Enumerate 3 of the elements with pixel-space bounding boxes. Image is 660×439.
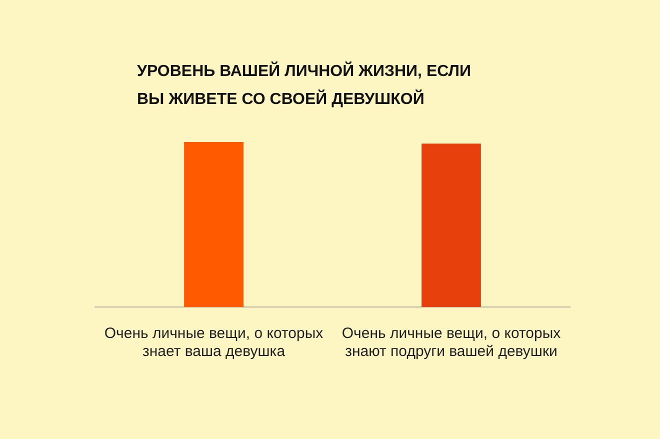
x-tick-label: Очень личные вещи, о которых знает ваша девушка [104, 325, 324, 360]
chart-title: УРОВЕНЬ ВАШЕЙ ЛИЧНОЙ ЖИЗНИ, ЕСЛИ ВЫ ЖИВЕТЕ СО СВОЕЙ ДЕВУШКОЙ [137, 60, 472, 110]
x-tick-label: Очень личные вещи, о которых знают подруги вашей девушки [342, 325, 562, 360]
